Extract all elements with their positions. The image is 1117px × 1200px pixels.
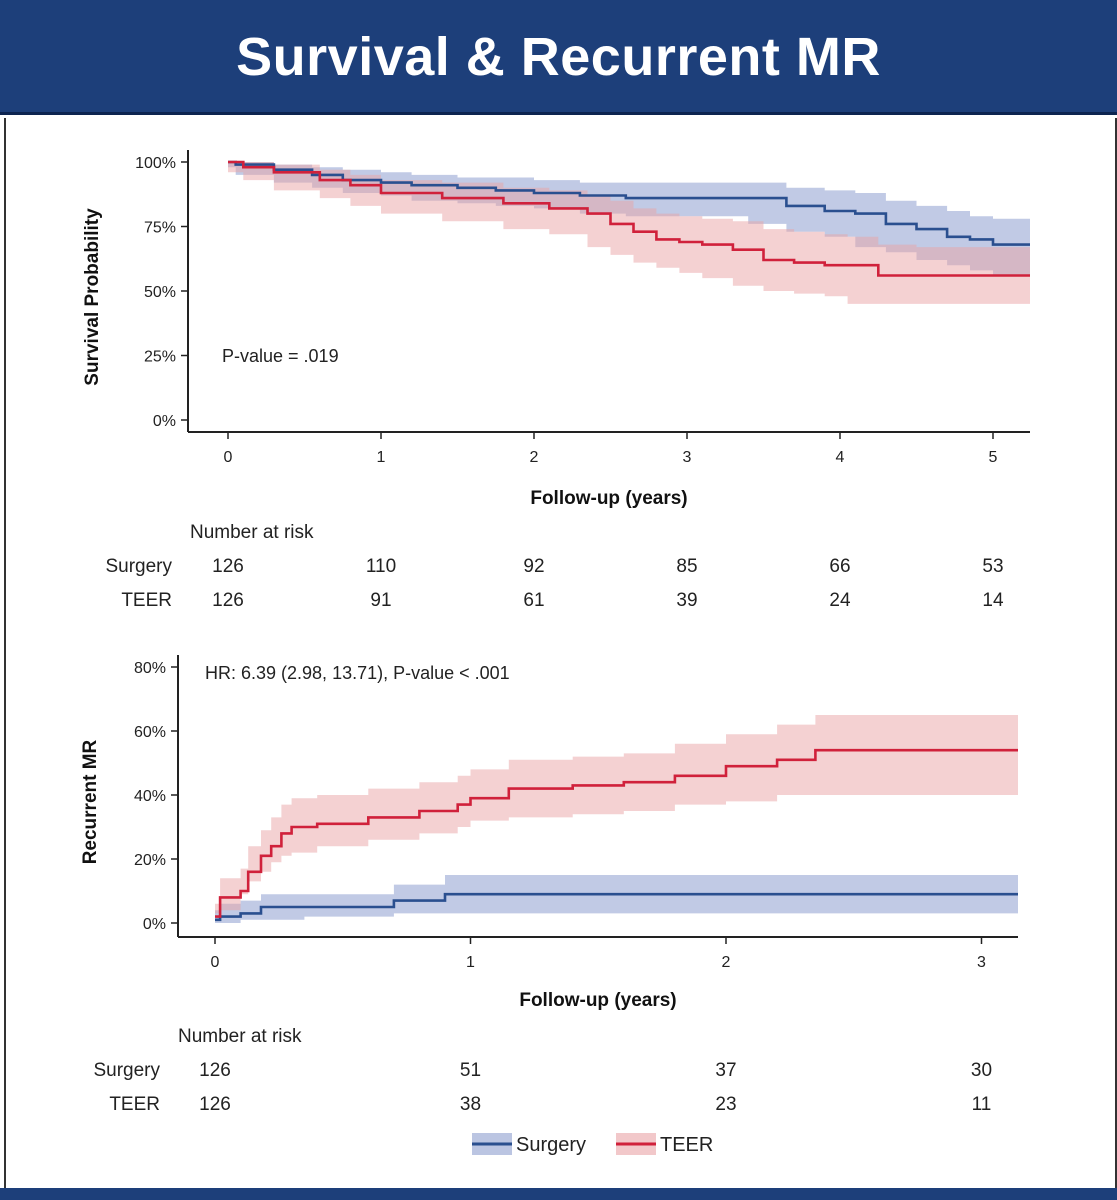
risk-count-teer: 126	[212, 590, 244, 611]
risk-count-surgery: 37	[715, 1060, 736, 1081]
risk-count-surgery: 126	[212, 556, 244, 577]
y-tick-label: 50%	[144, 284, 176, 301]
legend: Surgery TEER	[472, 1133, 713, 1156]
plot-area	[215, 715, 1018, 923]
risk-count-surgery: 110	[366, 556, 396, 577]
y-tick-label: 60%	[134, 724, 166, 741]
x-axis-title: Follow-up (years)	[519, 990, 676, 1011]
x-axis-title: Follow-up (years)	[530, 488, 687, 509]
risk-count-surgery: 92	[523, 556, 544, 577]
x-tick-label: 0	[224, 449, 233, 466]
p-value-annotation: HR: 6.39 (2.98, 13.71), P-value < .001	[205, 663, 510, 683]
risk-count-teer: 61	[523, 590, 544, 611]
x-tick-label: 3	[683, 449, 692, 466]
x-tick-label: 2	[722, 954, 731, 971]
page-title: Survival & Recurrent MR	[236, 27, 881, 87]
risk-table-title: Number at risk	[178, 1026, 302, 1047]
y-tick-label: 75%	[144, 220, 176, 237]
risk-count-surgery: 30	[971, 1060, 992, 1081]
risk-row-label-teer: TEER	[109, 1094, 160, 1115]
risk-count-surgery: 66	[829, 556, 850, 577]
y-tick-label: 80%	[134, 660, 166, 677]
risk-count-teer: 23	[715, 1094, 736, 1115]
y-tick-label: 20%	[134, 852, 166, 869]
risk-count-surgery: 53	[982, 556, 1003, 577]
series-line-surgery	[215, 892, 1018, 922]
legend-label-surgery: Surgery	[516, 1134, 586, 1156]
chart-survival: 0% 25% 50% 75% 100% 0 1 2 3 4 5 Follow-up (years) Su…	[82, 150, 1030, 611]
risk-count-teer: 11	[972, 1094, 992, 1115]
p-value-annotation: P-value = .019	[222, 346, 339, 366]
title-banner: Survival & Recurrent MR	[0, 0, 1117, 115]
x-tick-label: 4	[836, 449, 845, 466]
y-tick-label: 100%	[135, 155, 176, 172]
series-line-surgery	[228, 160, 1030, 250]
series-line-teer	[228, 160, 1030, 277]
y-tick-label: 40%	[134, 788, 166, 805]
x-tick-label: 2	[530, 449, 539, 466]
risk-row-label-teer: TEER	[121, 590, 172, 611]
x-tick-label: 0	[211, 954, 220, 971]
y-tick-label: 25%	[144, 349, 176, 366]
confidence-band-teer	[228, 162, 1030, 304]
x-tick-label: 1	[466, 954, 475, 971]
risk-count-teer: 38	[460, 1094, 481, 1115]
confidence-band-teer	[215, 715, 1018, 923]
y-axis-title: Recurrent MR	[80, 739, 101, 864]
bottom-bar	[0, 1188, 1117, 1200]
risk-count-teer: 24	[829, 590, 851, 611]
risk-count-surgery: 85	[676, 556, 697, 577]
risk-count-surgery: 126	[199, 1060, 231, 1081]
risk-count-teer: 39	[676, 590, 697, 611]
risk-count-teer: 14	[982, 590, 1004, 611]
risk-table-title: Number at risk	[190, 522, 314, 543]
x-tick-label: 1	[377, 449, 386, 466]
confidence-band-surgery	[215, 875, 1018, 923]
series-line-teer	[215, 748, 1018, 918]
x-tick-label: 5	[989, 449, 998, 466]
risk-row-label-surgery: Surgery	[105, 556, 172, 577]
risk-count-teer: 91	[370, 590, 391, 611]
risk-count-teer: 126	[199, 1094, 231, 1115]
legend-label-teer: TEER	[660, 1134, 713, 1156]
plot-area	[228, 160, 1030, 304]
y-axis-title: Survival Probability	[82, 208, 103, 386]
x-tick-label: 3	[977, 954, 986, 971]
y-tick-label: 0%	[143, 916, 166, 933]
risk-count-surgery: 51	[460, 1060, 481, 1081]
y-tick-label: 0%	[153, 413, 176, 430]
risk-row-label-surgery: Surgery	[93, 1060, 160, 1081]
